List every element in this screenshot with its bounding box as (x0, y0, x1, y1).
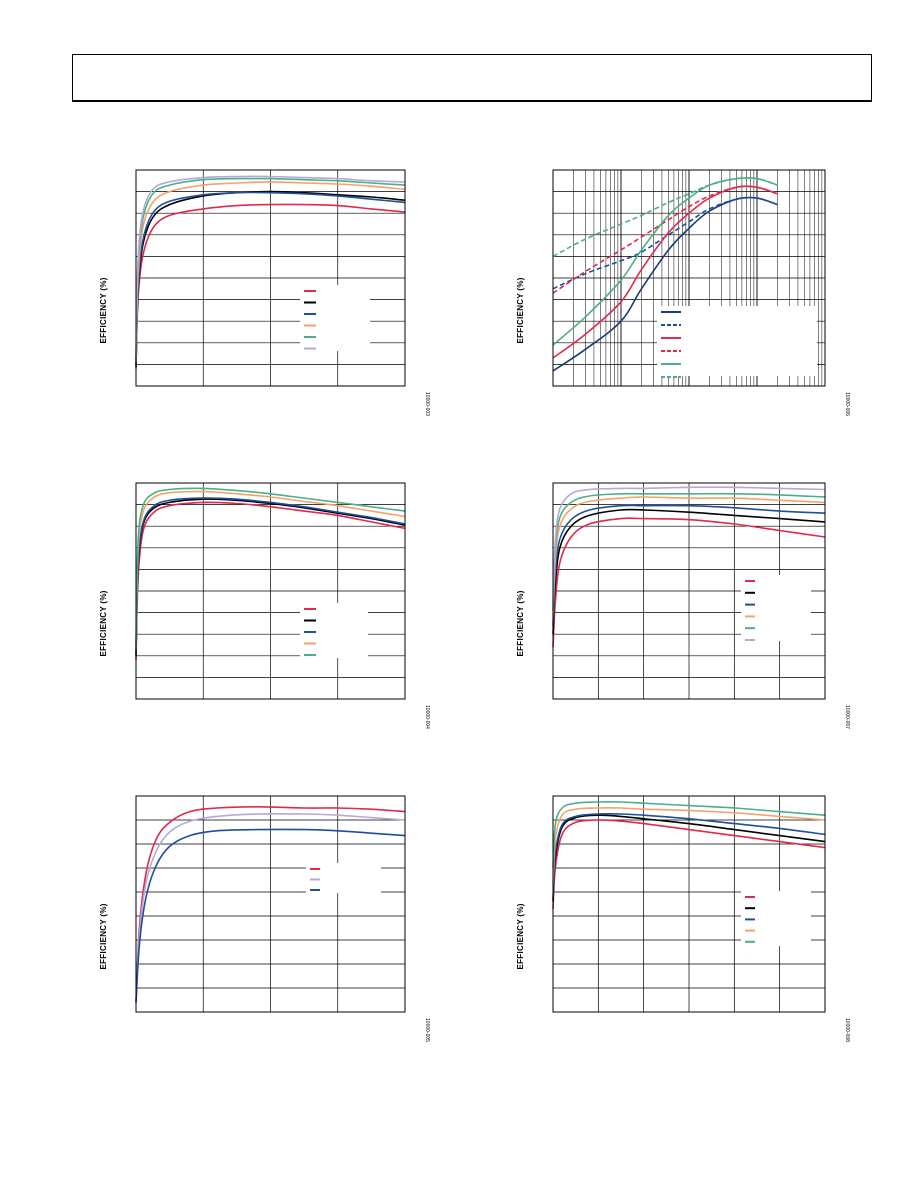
plot-frame (552, 169, 826, 387)
series-line-2 (552, 508, 826, 635)
figure-code: 10000-007 (844, 705, 850, 729)
legend-box (300, 285, 370, 351)
chart-legend (741, 891, 811, 946)
figure-code: 10000-005 (424, 1018, 430, 1042)
legend-box (300, 603, 368, 658)
y-axis-label: EFFICIENCY (%) (516, 277, 525, 343)
plot-frame (552, 482, 826, 700)
chart-grid (136, 483, 405, 699)
figure-code: 10000-008 (844, 1018, 850, 1042)
series-line-6 (552, 177, 778, 258)
y-axis-label: EFFICIENCY (%) (516, 903, 525, 969)
chart-legend (657, 306, 817, 378)
chart-6: EFFICIENCY (%) 10000-008 (516, 795, 850, 1042)
series-line-3 (552, 185, 778, 359)
y-axis-label: EFFICIENCY (%) (516, 590, 525, 656)
chart-legend (306, 863, 381, 893)
plot-frame (135, 482, 406, 700)
series-line-1 (552, 819, 826, 909)
series-line-5 (552, 492, 826, 611)
chart-3: EFFICIENCY (%) 10000-004 (99, 482, 430, 729)
series-line-2 (552, 814, 826, 902)
legend-box (741, 575, 811, 641)
series-line-3 (552, 504, 826, 626)
series-line-4 (552, 496, 826, 617)
y-axis-label: EFFICIENCY (%) (99, 277, 108, 343)
series-line-2 (135, 812, 406, 1003)
series-line-4 (135, 490, 406, 650)
series-line-3 (552, 812, 826, 900)
series-line-1 (135, 806, 406, 1003)
series-line-6 (552, 486, 826, 605)
chart-legend (300, 603, 368, 658)
legend-box (657, 306, 817, 376)
series-line-3 (135, 497, 406, 654)
chart-1: EFFICIENCY (%) 10000-003 (99, 169, 430, 416)
legend-box (306, 863, 381, 893)
chart-2: EFFICIENCY (%) 10000-006 (516, 169, 850, 416)
series-line-4 (552, 807, 826, 885)
chart-legend (741, 575, 811, 641)
series-line-1 (552, 517, 826, 648)
series-line-1 (135, 203, 406, 369)
plot-frame (552, 795, 826, 1013)
plot-frame (135, 795, 406, 1013)
series-line-3 (135, 191, 406, 365)
chart-4: EFFICIENCY (%) 10000-007 (516, 482, 850, 729)
series-line-1 (135, 501, 406, 661)
chart-grid (136, 796, 405, 1012)
plot-frame (135, 169, 406, 387)
series-line-6 (135, 175, 406, 358)
series-line-3 (135, 828, 406, 1003)
figure-code: 10000-004 (424, 705, 430, 729)
series-line-5 (552, 801, 826, 869)
y-axis-label: EFFICIENCY (%) (99, 903, 108, 969)
page-header-box (72, 54, 872, 102)
figure-code: 10000-003 (424, 392, 430, 416)
chart-legend (300, 285, 370, 351)
series-line-2 (552, 196, 778, 290)
figure-code: 10000-006 (844, 392, 850, 416)
series-line-4 (552, 185, 778, 294)
series-line-5 (135, 487, 406, 646)
series-line-4 (135, 181, 406, 363)
y-axis-label: EFFICIENCY (%) (99, 590, 108, 656)
chart-5: EFFICIENCY (%) 10000-005 (99, 795, 430, 1042)
